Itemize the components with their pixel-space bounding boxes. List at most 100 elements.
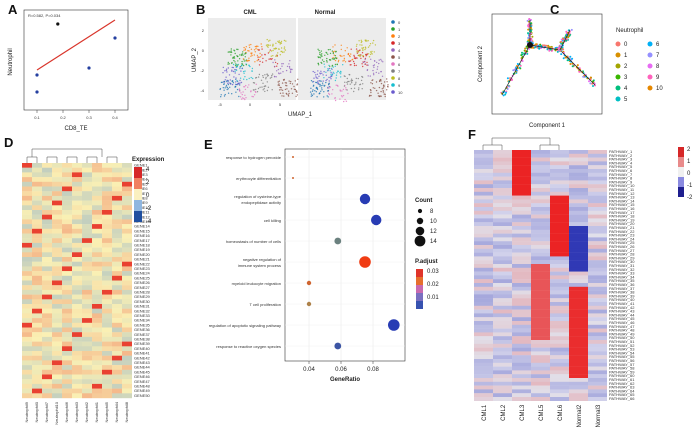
heatmap-cell — [42, 393, 52, 399]
trajectory-cell — [550, 45, 553, 48]
heatmap-cell — [92, 327, 102, 333]
legend-swatch — [647, 41, 653, 47]
heatmap-cell — [32, 266, 42, 272]
heatmap-cell — [62, 327, 72, 333]
umap-cell — [283, 39, 286, 42]
heatmap-cell — [72, 275, 82, 281]
umap-cell — [271, 73, 274, 75]
trajectory-cell — [505, 91, 507, 94]
heatmap-cell — [588, 343, 607, 348]
umap-cell — [240, 81, 243, 84]
heatmap-cell — [493, 184, 512, 189]
umap-cell — [327, 87, 329, 89]
heatmap-cell — [512, 309, 531, 314]
umap-cell — [337, 70, 339, 73]
colorbar-segment — [416, 301, 423, 309]
umap-cell — [330, 75, 333, 78]
heatmap-cell — [62, 388, 72, 394]
heatmap-cell — [22, 322, 32, 328]
umap-cell — [362, 49, 364, 52]
heatmap-cell — [569, 302, 588, 306]
heatmap-cell — [512, 161, 531, 166]
heatmap-cell — [550, 188, 569, 192]
heatmap-cell — [62, 379, 72, 385]
umap-cell — [270, 55, 272, 57]
umap-cell — [225, 69, 228, 72]
umap-cell — [248, 50, 250, 52]
heatmap-cell — [588, 389, 607, 394]
heatmap-cell — [52, 186, 62, 192]
color-legend-title: P.adjust — [415, 259, 438, 265]
heatmap-cell — [569, 355, 588, 360]
umap-cell — [374, 44, 377, 46]
umap-cell — [265, 44, 268, 46]
heatmap-cell — [62, 167, 72, 173]
heatmap-cell — [52, 304, 62, 309]
heatmap-cell — [122, 280, 132, 286]
heatmap-cell — [22, 304, 32, 309]
heatmap-cell — [72, 280, 82, 286]
umap-cell — [383, 85, 385, 88]
heatmap-cell — [493, 271, 512, 276]
umap-cell — [239, 82, 241, 84]
umap-cell — [225, 86, 227, 88]
heatmap-cell — [569, 275, 588, 280]
heatmap-cell — [550, 210, 569, 215]
umap-cell — [271, 74, 273, 77]
heatmap-cell — [22, 332, 32, 338]
umap-cell — [240, 64, 243, 66]
heatmap-cell — [32, 163, 42, 168]
trajectory-cell — [562, 48, 565, 51]
heatmap-cell — [474, 260, 493, 265]
umap-cell — [379, 95, 381, 98]
heatmap-cell — [512, 195, 531, 200]
heatmap-cell — [112, 304, 122, 309]
heatmap-cell — [569, 210, 588, 215]
heatmap-cell — [102, 374, 112, 380]
trajectory-cell — [516, 65, 518, 67]
umap-cell — [232, 63, 235, 66]
umap-cell — [262, 57, 264, 60]
umap-cell — [280, 40, 283, 43]
heatmap-cell — [72, 163, 82, 168]
y-axis-label: Neutrophil — [8, 48, 14, 75]
heatmap-cell — [62, 393, 72, 399]
heatmap-cell — [32, 289, 42, 295]
row-label: GENE17 — [134, 238, 151, 243]
heatmap-cell — [531, 188, 550, 192]
heatmap-cell — [569, 347, 588, 352]
heatmap-cell — [493, 294, 512, 299]
umap-cell — [377, 95, 380, 97]
heatmap-cell — [92, 365, 102, 370]
umap-cell — [355, 77, 357, 80]
umap-cell — [322, 80, 324, 82]
umap-cell — [364, 57, 367, 60]
heatmap-cell — [22, 299, 32, 305]
heatmap-cell — [112, 172, 122, 178]
heatmap-cell — [52, 374, 62, 380]
umap-cell — [289, 60, 291, 62]
row-label: GENE47 — [134, 379, 151, 384]
panel-label: D — [4, 135, 14, 150]
heatmap-cell — [569, 169, 588, 173]
legend-label: 6 — [656, 42, 660, 48]
heatmap-cell — [512, 378, 531, 382]
umap-cell — [347, 80, 349, 83]
heatmap-cell — [493, 389, 512, 394]
heatmap-cell — [92, 383, 102, 389]
umap-cell — [230, 62, 233, 64]
row-label: PATHWAY_6 — [609, 168, 633, 173]
heatmap-cell — [82, 379, 92, 385]
heatmap-cell — [569, 161, 588, 166]
heatmap-cell — [531, 362, 550, 367]
heatmap-cell — [112, 205, 122, 211]
panel-e: E response to hydrogen peroxide erythrocy… — [190, 135, 460, 385]
heatmap-cell — [62, 172, 72, 178]
heatmap-cell — [72, 388, 82, 394]
heatmap-cell — [112, 257, 122, 262]
heatmap-cell — [588, 184, 607, 189]
umap-cell — [381, 60, 383, 62]
heatmap-cell — [52, 200, 62, 206]
heatmap-cell — [112, 238, 122, 244]
plot-frame — [491, 13, 603, 115]
